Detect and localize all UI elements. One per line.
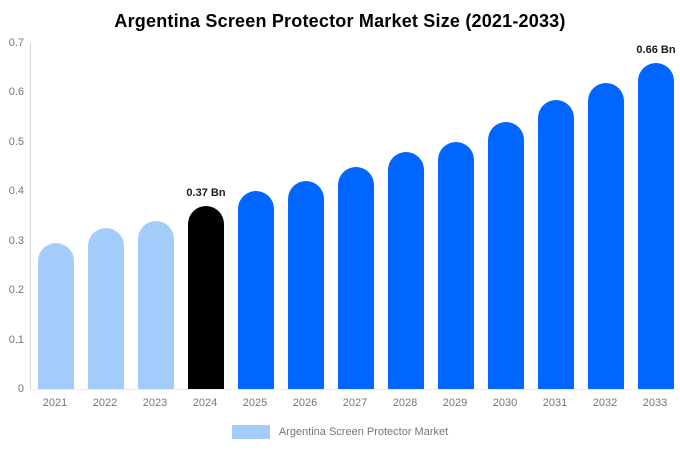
bar-2025[interactable] (238, 191, 274, 389)
plot-area: 0.37 Bn 0.66 Bn (30, 43, 680, 390)
y-axis-labels: 0.7 0.6 0.5 0.4 0.3 0.2 0.1 0 (0, 0, 24, 450)
y-tick-label: 0.2 (8, 284, 24, 297)
x-tick-label-2027: 2027 (342, 397, 368, 409)
x-tick-label-2025: 2025 (242, 397, 268, 409)
x-tick-label-2022: 2022 (92, 397, 118, 409)
legend-swatch (231, 425, 270, 439)
x-tick-label-2023: 2023 (142, 397, 168, 409)
x-tick-label-2030: 2030 (492, 397, 518, 409)
y-tick-label: 0 (17, 383, 24, 395)
bar-2032[interactable] (588, 82, 624, 389)
x-tick-label-2026: 2026 (292, 397, 318, 409)
x-tick-label-2033: 2033 (642, 397, 668, 409)
chart-title: Argentina Screen Protector Market Size (… (114, 11, 566, 31)
x-tick-label-2024: 2024 (192, 397, 218, 409)
bar-2029[interactable] (438, 141, 474, 389)
bar-2031[interactable] (538, 99, 574, 389)
bar-2021[interactable] (38, 243, 74, 389)
legend-label: Argentina Screen Protector Market (278, 426, 449, 438)
x-axis-labels: 2021 2022 2023 2024 2025 2026 2027 2028 2029 2030… (30, 397, 680, 409)
bar-2033[interactable] (638, 62, 674, 389)
y-tick-label: 0.7 (8, 37, 24, 49)
bar-value-label-2024: 0.37 Bn (186, 187, 226, 200)
bar-2023[interactable] (138, 220, 174, 389)
x-tick-label-2031: 2031 (542, 397, 568, 409)
bar-2024[interactable] (188, 206, 224, 389)
bar-2030[interactable] (488, 122, 524, 389)
legend: Argentina Screen Protector Market (0, 425, 680, 439)
bar-value-label-2033: 0.66 Bn (636, 43, 676, 56)
x-tick-label-2032: 2032 (592, 397, 618, 409)
legend-item[interactable]: Argentina Screen Protector Market (231, 425, 449, 439)
y-tick-label: 0.4 (8, 185, 24, 198)
x-tick-label-2028: 2028 (392, 397, 418, 409)
y-tick-label: 0.6 (8, 86, 24, 99)
bar-2027[interactable] (338, 166, 374, 389)
bar-2026[interactable] (288, 181, 324, 389)
x-tick-label-2021: 2021 (42, 397, 68, 409)
y-tick-label: 0.1 (8, 333, 24, 346)
y-tick-label: 0.3 (8, 234, 24, 247)
bar-2028[interactable] (388, 151, 424, 389)
y-tick-label: 0.5 (8, 135, 24, 148)
x-tick-label-2029: 2029 (442, 397, 468, 409)
bar-2022[interactable] (88, 228, 124, 389)
